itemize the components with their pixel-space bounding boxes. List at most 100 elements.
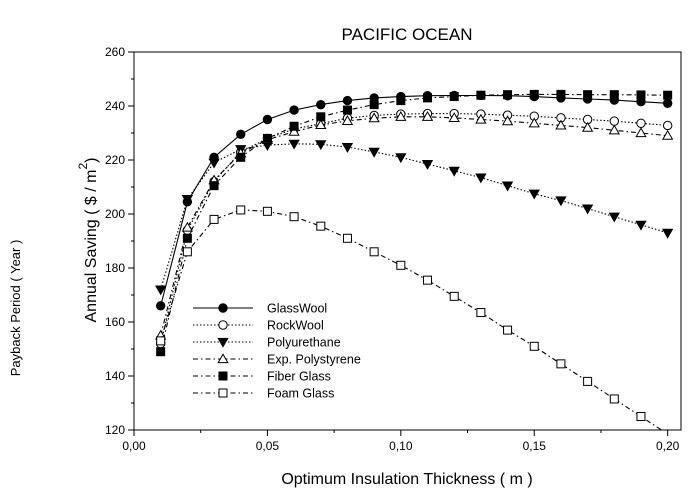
legend-entry-fiber-glass: Fiber Glass <box>193 370 331 384</box>
data-point-glasswool <box>236 129 246 140</box>
x-tick-label: 0,15 <box>523 439 547 453</box>
data-point-exp-polystyrene <box>475 113 487 124</box>
legend-marker <box>217 337 229 348</box>
series-line-rockwool <box>160 113 668 344</box>
y-tick-label: 120 <box>105 423 125 437</box>
y-tick-label: 160 <box>105 315 125 329</box>
data-point-foam-glass <box>556 359 566 369</box>
data-point-rockwool <box>609 116 619 126</box>
legend: GlassWool RockWool Polyurethane Exp. Polyst… <box>193 302 361 401</box>
data-point-foam-glass <box>609 394 619 404</box>
data-point-foam-glass <box>396 260 406 270</box>
x-tick-label: 0,05 <box>256 439 280 453</box>
data-point-foam-glass <box>449 291 459 301</box>
y-tick-label: 260 <box>105 45 125 59</box>
data-point-glasswool <box>316 99 326 110</box>
data-point-polyurethane <box>395 153 407 164</box>
series-fiber-glass <box>156 89 673 357</box>
data-point-fiber-glass <box>476 90 486 100</box>
data-point-fiber-glass <box>583 90 593 100</box>
data-point-fiber-glass <box>503 90 513 100</box>
data-point-fiber-glass <box>609 90 619 100</box>
data-point-rockwool <box>636 118 646 128</box>
legend-label: GlassWool <box>267 302 327 316</box>
data-point-polyurethane <box>341 142 354 153</box>
data-point-foam-glass <box>316 221 326 231</box>
data-point-polyurethane <box>421 159 434 170</box>
data-point-fiber-glass <box>369 100 379 110</box>
data-point-rockwool <box>662 120 673 131</box>
series-polyurethane <box>155 139 674 296</box>
data-point-exp-polystyrene <box>181 221 194 232</box>
series-line-foam-glass <box>160 209 663 430</box>
plot-area: 120 140 160 180 200 220 240 260 0,00 0,05 0,10 0,15… <box>105 45 682 453</box>
chart-title: PACIFIC OCEAN <box>342 25 473 44</box>
data-point-exp-polystyrene <box>288 125 300 136</box>
data-point-exp-polystyrene <box>368 112 380 123</box>
legend-entry-foam-glass: Foam Glass <box>193 387 334 401</box>
data-point-glasswool <box>155 301 166 311</box>
data-point-polyurethane <box>528 189 540 200</box>
data-point-foam-glass <box>423 275 433 285</box>
y-tick-label: 180 <box>105 261 125 275</box>
y-tick-label: 240 <box>105 99 125 113</box>
data-point-fiber-glass <box>449 92 459 102</box>
legend-entry-exp-polystyrene: Exp. Polystyrene <box>193 353 361 367</box>
legend-marker <box>218 303 228 313</box>
data-point-polyurethane <box>608 212 620 223</box>
data-point-polyurethane <box>288 139 300 150</box>
data-point-polyurethane <box>501 181 514 192</box>
data-point-foam-glass <box>289 212 299 222</box>
series-foam-glass <box>156 205 673 430</box>
legend-marker <box>218 320 228 330</box>
data-point-exp-polystyrene <box>528 117 540 128</box>
data-point-fiber-glass <box>663 90 673 100</box>
data-point-polyurethane <box>635 220 647 231</box>
y-axis-label-text: Annual Saving ( $ / m <box>83 170 100 323</box>
legend-marker <box>218 388 228 398</box>
data-point-foam-glass <box>236 205 246 215</box>
data-point-fiber-glass <box>236 152 246 162</box>
data-point-fiber-glass <box>423 93 433 103</box>
data-point-polyurethane <box>448 166 460 177</box>
series-line-polyurethane <box>160 143 668 290</box>
data-point-polyurethane <box>315 140 327 151</box>
data-point-exp-polystyrene <box>395 110 407 121</box>
x-tick-label: 0,20 <box>656 439 680 453</box>
data-point-exp-polystyrene <box>581 121 594 132</box>
data-point-foam-glass <box>182 247 192 257</box>
legend-label: Exp. Polystyrene <box>267 353 361 367</box>
data-point-exp-polystyrene <box>421 110 434 121</box>
data-point-exp-polystyrene <box>635 127 647 138</box>
series-rockwool <box>155 108 673 349</box>
series-line-glasswool <box>160 94 668 306</box>
legend-label: RockWool <box>267 319 324 333</box>
data-point-polyurethane <box>475 173 487 184</box>
series-exp-polystyrene <box>155 110 674 340</box>
legend-marker <box>218 371 228 381</box>
data-point-fiber-glass <box>289 121 299 131</box>
data-point-glasswool <box>289 105 299 115</box>
data-point-foam-glass <box>156 336 166 346</box>
data-point-foam-glass <box>369 247 379 257</box>
data-point-polyurethane <box>661 228 674 239</box>
data-point-glasswool <box>662 98 673 109</box>
data-point-foam-glass <box>209 214 219 224</box>
series-line-exp-polystyrene <box>160 116 668 336</box>
data-point-exp-polystyrene <box>555 119 567 130</box>
data-point-glasswool <box>342 95 353 106</box>
data-point-fiber-glass <box>396 96 406 106</box>
data-point-exp-polystyrene <box>448 112 460 122</box>
data-point-fiber-glass <box>262 133 272 143</box>
y-tick-label: 220 <box>105 153 125 167</box>
data-point-foam-glass <box>529 341 539 351</box>
y-axis-label: Annual Saving ( $ / m2) <box>76 158 100 323</box>
data-point-fiber-glass <box>316 112 326 122</box>
data-point-fiber-glass <box>636 90 646 100</box>
data-point-fiber-glass <box>182 233 192 243</box>
plot-frame <box>133 51 682 431</box>
legend-label: Fiber Glass <box>267 370 331 384</box>
legend-marker <box>217 353 229 364</box>
series-layer <box>155 89 674 430</box>
